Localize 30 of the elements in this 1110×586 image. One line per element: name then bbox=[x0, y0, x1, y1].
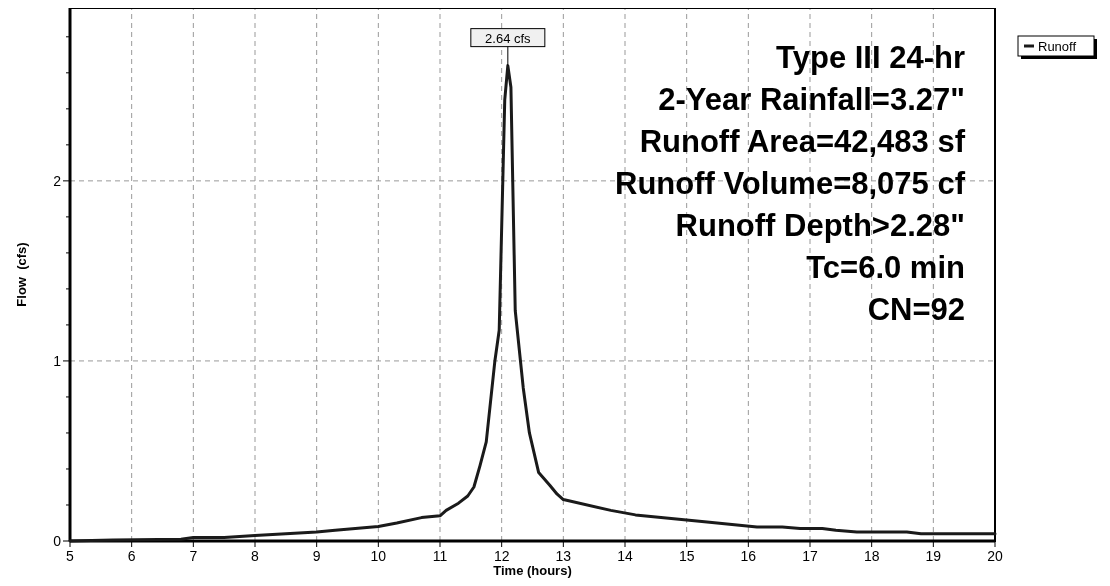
x-tick-label: 16 bbox=[740, 548, 757, 564]
x-tick-label: 15 bbox=[678, 548, 695, 564]
x-tick-label: 6 bbox=[127, 548, 136, 564]
x-tick-label: 11 bbox=[432, 548, 448, 564]
annotation: Runoff Depth>2.28" bbox=[675, 208, 965, 243]
annotation: 2-Year Rainfall=3.27" bbox=[658, 82, 965, 117]
x-tick-label: 20 bbox=[987, 548, 1003, 564]
y-tick-label: 1 bbox=[53, 352, 62, 369]
annotation: 2.64 cfs bbox=[485, 30, 532, 46]
annotation: Tc=6.0 min bbox=[806, 250, 965, 285]
annotation: CN=92 bbox=[867, 292, 965, 327]
x-tick-label: 10 bbox=[370, 548, 387, 564]
y-tick-label: 2 bbox=[53, 172, 62, 189]
y-axis-title: Flow (cfs) bbox=[14, 242, 29, 307]
x-tick-label: 9 bbox=[312, 548, 321, 564]
x-tick-label: 12 bbox=[493, 548, 510, 564]
legend-label: Runoff bbox=[1038, 39, 1077, 54]
x-tick-label: 13 bbox=[555, 548, 572, 564]
y-tick-label: 0 bbox=[53, 533, 62, 549]
annotation: Type III 24-hr bbox=[776, 40, 965, 75]
annotation: Runoff Volume=8,075 cf bbox=[615, 166, 966, 201]
x-tick-label: 5 bbox=[66, 548, 75, 564]
x-tick-label: 18 bbox=[863, 548, 880, 564]
x-tick-label: 8 bbox=[251, 548, 260, 564]
x-tick-label: 7 bbox=[189, 548, 198, 564]
x-tick-label: 17 bbox=[802, 548, 818, 564]
x-tick-label: 14 bbox=[617, 548, 633, 564]
annotation: Runoff Area=42,483 sf bbox=[639, 124, 966, 159]
x-tick-label: 19 bbox=[925, 548, 942, 564]
x-axis-title: Time (hours) bbox=[493, 563, 572, 578]
